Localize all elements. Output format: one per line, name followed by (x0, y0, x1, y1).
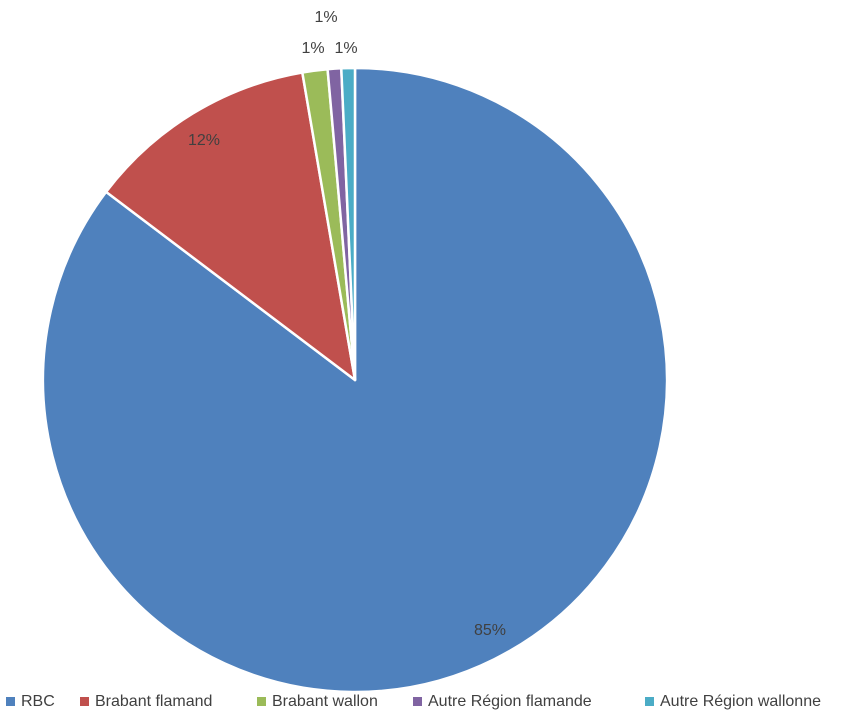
data-label-brabant-flamand: 12% (188, 132, 220, 149)
legend-item-brabant-flamand: Brabant flamand (80, 693, 212, 710)
legend-label-brabant-wallon: Brabant wallon (272, 693, 378, 710)
legend-item-autre-region-wallonne: Autre Région wallonne (645, 693, 821, 710)
pie-slice-autre-region-wallonne (340, 66, 357, 382)
legend-label-autre-region-flamande: Autre Région flamande (428, 693, 592, 710)
data-label-rbc: 85% (474, 622, 506, 639)
data-label-autre-region-wallonne: 1% (334, 40, 357, 57)
legend-item-brabant-wallon: Brabant wallon (257, 693, 378, 710)
pie-slices (41, 66, 669, 694)
legend-swatch-autre-region-flamande (413, 697, 422, 706)
pie-data-labels: 85% 12% 1% 1% 1% (188, 9, 506, 639)
data-label-brabant-wallon: 1% (301, 40, 324, 57)
legend-label-autre-region-wallonne: Autre Région wallonne (660, 693, 821, 710)
legend-swatch-brabant-flamand (80, 697, 89, 706)
pie-slice-brabant-flamand (104, 71, 357, 382)
legend-item-rbc: RBC (6, 693, 55, 710)
legend-label-brabant-flamand: Brabant flamand (95, 693, 212, 710)
legend-swatch-brabant-wallon (257, 697, 266, 706)
legend-label-rbc: RBC (21, 693, 55, 710)
legend-swatch-autre-region-wallonne (645, 697, 654, 706)
legend-swatch-rbc (6, 697, 15, 706)
data-label-autre-region-flamande: 1% (314, 9, 337, 26)
legend-item-autre-region-flamande: Autre Région flamande (413, 693, 592, 710)
legend: RBC Brabant flamand Brabant wallon Autre Ré… (6, 693, 821, 710)
